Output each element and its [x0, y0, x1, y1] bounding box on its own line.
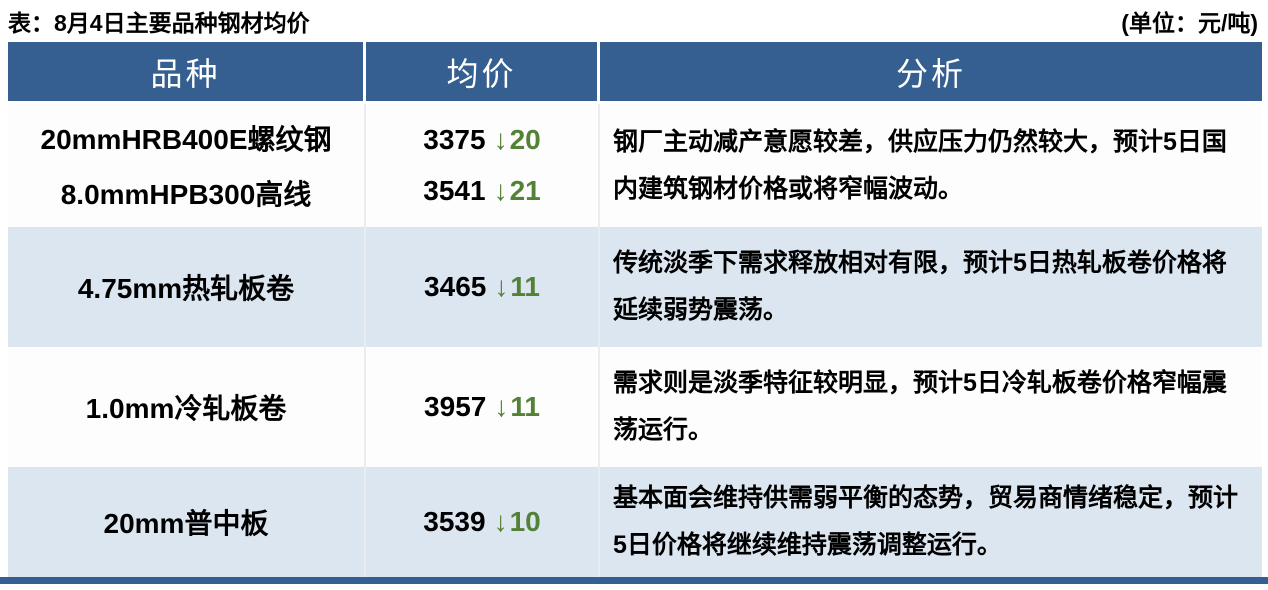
price-line: 3539 ↓10: [423, 506, 540, 538]
page-title: 表：8月4日主要品种钢材均价: [8, 10, 310, 36]
price-value: 3465: [424, 271, 487, 302]
title-bar: 表：8月4日主要品种钢材均价 (单位：元/吨): [8, 4, 1258, 38]
analysis-text: 钢厂主动减产意愿较差，供应压力仍然较大，预计5日国内建筑钢材价格或将窄幅波动。: [613, 127, 1227, 203]
product-name: 1.0mm冷轧板卷: [85, 393, 287, 424]
price-delta: 11: [510, 271, 540, 302]
price-value: 3539: [423, 506, 486, 537]
price-value: 3541: [423, 175, 486, 207]
unit-label: (单位：元/吨): [1121, 10, 1258, 36]
price-cell: 3465 ↓11: [366, 227, 600, 347]
product-name: 20mm普中板: [103, 508, 269, 539]
table-row: 4.75mm热轧板卷 3465 ↓11 传统淡季下需求释放相对有限，预计5日热轧板…: [8, 227, 1262, 347]
price-cell: 3957 ↓11: [366, 347, 600, 467]
table-header-row: 品种 均价 分析: [8, 42, 1262, 101]
price-line: 3541 ↓21: [423, 175, 540, 207]
column-header-analysis: 分析: [895, 55, 966, 92]
price-delta: 11: [510, 391, 540, 422]
down-arrow-icon: ↓: [494, 391, 509, 422]
variety-cell: 20mmHRB400E螺纹钢 8.0mmHPB300高线: [8, 104, 366, 227]
product-name: 4.75mm热轧板卷: [77, 273, 295, 304]
column-header-variety: 品种: [8, 42, 366, 101]
analysis-text: 传统淡季下需求释放相对有限，预计5日热轧板卷价格将延续弱势震荡。: [613, 249, 1227, 324]
down-arrow-icon: ↓: [493, 506, 508, 537]
analysis-cell: 基本面会维持供需弱平衡的态势，贸易商情绪稳定，预计5日价格将继续维持震荡调整运行…: [600, 467, 1262, 577]
column-header-price: 均价: [366, 42, 600, 101]
down-arrow-icon: ↓: [493, 123, 508, 155]
steel-price-table: 品种 均价 分析 20mmHRB400E螺纹钢 8.0mmHPB300高线 33…: [8, 42, 1262, 577]
price-cell: 3375 ↓20 3541 ↓21: [366, 104, 600, 227]
variety-cell: 1.0mm冷轧板卷: [8, 347, 366, 467]
price-delta: 21: [509, 175, 541, 207]
analysis-cell: 需求则是淡季特征较明显，预计5日冷轧板卷价格窄幅震荡运行。: [600, 347, 1262, 467]
price-line: 3375 ↓20: [423, 124, 540, 156]
analysis-text: 需求则是淡季特征较明显，预计5日冷轧板卷价格窄幅震荡运行。: [613, 369, 1227, 444]
price-line: 3957 ↓11: [424, 391, 540, 423]
variety-cell: 20mm普中板: [8, 467, 366, 577]
price-value: 3957: [424, 391, 487, 422]
table-row: 20mmHRB400E螺纹钢 8.0mmHPB300高线 3375 ↓20 354…: [8, 104, 1262, 227]
price-value: 3375: [423, 123, 486, 155]
product-name: 20mmHRB400E螺纹钢: [40, 124, 332, 156]
variety-cell: 4.75mm热轧板卷: [8, 227, 366, 347]
product-name: 8.0mmHPB300高线: [60, 178, 312, 210]
down-arrow-icon: ↓: [494, 271, 509, 302]
price-cell: 3539 ↓10: [366, 467, 600, 577]
price-delta: 20: [509, 123, 541, 155]
price-line: 3465 ↓11: [424, 271, 540, 303]
table-row: 20mm普中板 3539 ↓10 基本面会维持供需弱平衡的态势，贸易商情绪稳定，预…: [8, 467, 1262, 577]
analysis-cell: 钢厂主动减产意愿较差，供应压力仍然较大，预计5日国内建筑钢材价格或将窄幅波动。: [600, 104, 1262, 227]
table-row: 1.0mm冷轧板卷 3957 ↓11 需求则是淡季特征较明显，预计5日冷轧板卷价格…: [8, 347, 1262, 467]
bottom-accent-bar: [0, 577, 1268, 584]
price-delta: 10: [509, 506, 541, 537]
analysis-cell: 传统淡季下需求释放相对有限，预计5日热轧板卷价格将延续弱势震荡。: [600, 227, 1262, 347]
analysis-text: 基本面会维持供需弱平衡的态势，贸易商情绪稳定，预计5日价格将继续维持震荡调整运行…: [613, 484, 1239, 559]
down-arrow-icon: ↓: [493, 175, 508, 207]
